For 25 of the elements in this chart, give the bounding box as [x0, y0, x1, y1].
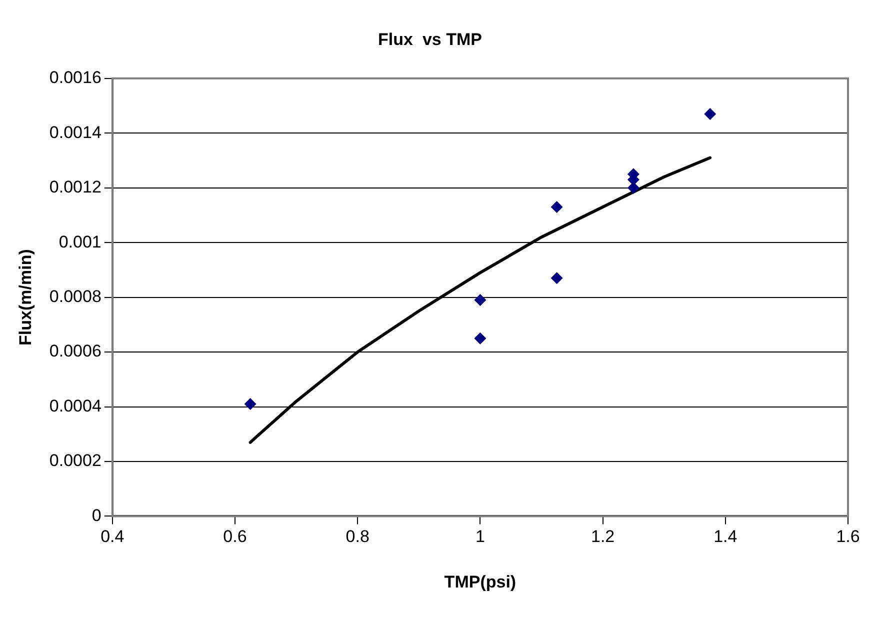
- y-tick-label: 0.001: [58, 232, 102, 252]
- y-tick-label: 0.0014: [49, 122, 102, 142]
- x-tick-label: 1.2: [590, 527, 615, 546]
- y-tick-label: 0.0002: [49, 451, 102, 470]
- x-tick-label: 0.6: [223, 527, 247, 546]
- y-tick-label: 0.0004: [49, 396, 102, 416]
- point: [704, 108, 716, 120]
- y-tick-label: 0.0012: [49, 178, 102, 197]
- x-tick-label: 1.6: [836, 527, 860, 546]
- x-axis-title: TMP(psi): [444, 572, 516, 592]
- x-tick-label: 1: [475, 527, 485, 546]
- x-tick-label: 0.8: [346, 527, 370, 546]
- y-axis-title: Flux(m/min): [16, 249, 35, 346]
- point: [550, 272, 563, 284]
- point: [550, 201, 563, 214]
- y-tick-label: 0: [92, 506, 102, 525]
- x-tick-label: 0.4: [100, 527, 124, 546]
- y-tick-label: 0.0006: [49, 342, 102, 361]
- point: [244, 398, 256, 410]
- y-tick-label: 0.0016: [49, 68, 102, 88]
- point: [474, 332, 486, 344]
- x-tick-label: 1.4: [714, 527, 738, 546]
- point: [474, 294, 486, 306]
- chart-title: Flux vs TMP: [378, 30, 482, 49]
- y-tick-label: 0.0008: [49, 286, 102, 306]
